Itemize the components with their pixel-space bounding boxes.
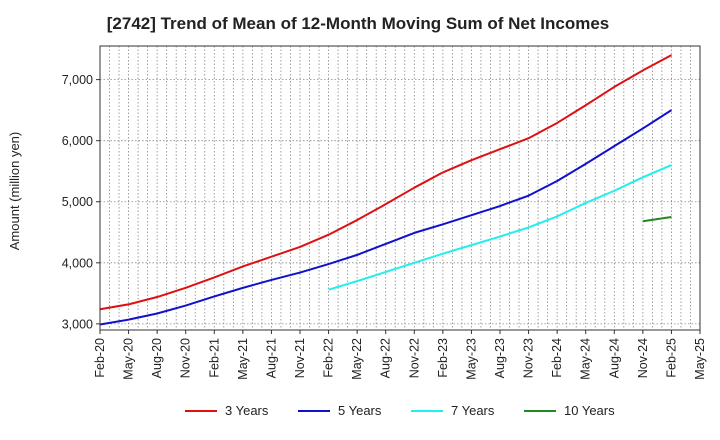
- y-tick-label: 6,000: [62, 134, 93, 148]
- plot-frame: [99, 45, 701, 331]
- series-lines: [99, 54, 672, 326]
- series-line-10-years: [642, 216, 672, 223]
- x-tick-label: Nov-23: [522, 338, 536, 378]
- series-line-7-years: [328, 164, 672, 291]
- legend-label: 7 Years: [451, 403, 495, 418]
- x-tick-label: May-24: [579, 338, 593, 380]
- series-line-3-years: [99, 54, 672, 311]
- x-tick-label: Nov-20: [179, 338, 193, 378]
- legend-label: 10 Years: [564, 403, 615, 418]
- x-tick-label: Nov-24: [636, 338, 650, 378]
- x-tick-label: Aug-21: [264, 338, 278, 378]
- x-tick-label: Aug-20: [150, 338, 164, 378]
- chart-title: [2742] Trend of Mean of 12-Month Moving …: [107, 14, 610, 33]
- legend-label: 5 Years: [338, 403, 382, 418]
- x-tick-label: May-21: [236, 338, 250, 380]
- x-tick-label: May-22: [350, 338, 364, 380]
- x-tick-label: Aug-22: [379, 338, 393, 378]
- x-axis: Feb-20 May-20 Aug-20 Nov-20 Feb-21 May-21 Aug-…: [93, 330, 707, 380]
- x-tick-label: Aug-24: [607, 338, 621, 378]
- x-tick-label: Nov-21: [293, 338, 307, 378]
- y-tick-label: 4,000: [62, 256, 93, 270]
- x-tick-label: Aug-23: [493, 338, 507, 378]
- legend: 3 Years 5 Years 7 Years 10 Years: [185, 403, 615, 418]
- x-tick-label: Feb-22: [322, 338, 336, 378]
- x-tick-label: Feb-21: [207, 338, 221, 378]
- y-tick-label: 3,000: [62, 317, 93, 331]
- x-tick-label: Feb-24: [550, 338, 564, 378]
- x-tick-label: Nov-22: [407, 338, 421, 378]
- y-tick-label: 7,000: [62, 73, 93, 87]
- x-tick-label: Feb-23: [436, 338, 450, 378]
- x-tick-label: May-23: [464, 338, 478, 380]
- x-tick-label: May-25: [693, 338, 707, 380]
- y-axis-label: Amount (million yen): [7, 132, 22, 251]
- y-axis: 3,000 4,000 5,000 6,000 7,000: [62, 73, 100, 331]
- y-tick-label: 5,000: [62, 195, 93, 209]
- x-tick-label: Feb-25: [664, 338, 678, 378]
- x-tick-label: May-20: [122, 338, 136, 380]
- series-line-5-years: [99, 109, 672, 326]
- legend-label: 3 Years: [225, 403, 269, 418]
- x-tick-label: Feb-20: [93, 338, 107, 378]
